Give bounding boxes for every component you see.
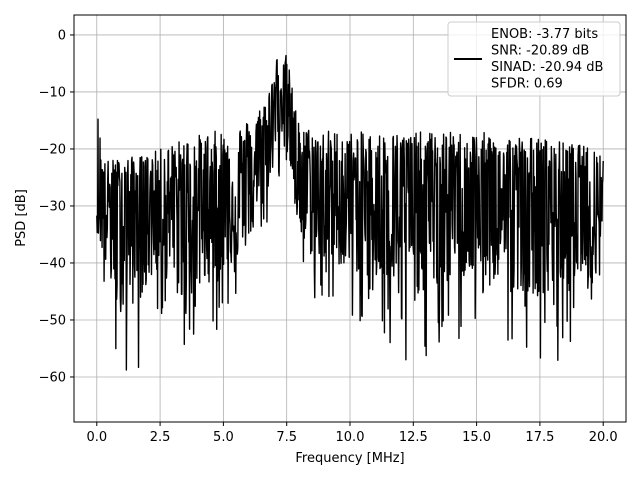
legend-label-line: SFDR: 0.69: [491, 77, 563, 92]
x-tick-label: 20.0: [589, 430, 618, 445]
y-tick-label: 0: [58, 28, 66, 43]
x-tick-label: 12.5: [399, 430, 428, 445]
y-tick-label: −60: [39, 370, 66, 385]
x-axis-label: Frequency [MHz]: [295, 451, 404, 466]
psd-series-line: [96, 54, 604, 371]
legend-label-line: SNR: -20.89 dB: [491, 44, 589, 59]
x-tick-label: 10.0: [336, 430, 365, 445]
legend-label: ENOB: -3.77 bits SNR: -20.89 dB SINAD: -20…: [491, 27, 603, 92]
legend-label-line: ENOB: -3.77 bits: [491, 27, 598, 42]
x-tick-label: 15.0: [462, 430, 491, 445]
x-tick-label: 17.5: [525, 430, 554, 445]
x-tick-label: 0.0: [86, 430, 107, 445]
legend-label-line: SINAD: -20.94 dB: [491, 60, 603, 75]
series-layer: [96, 54, 604, 371]
y-tick-label: −10: [39, 85, 66, 100]
y-axis-label: PSD [dB]: [14, 189, 29, 247]
y-tick-label: −40: [39, 256, 66, 271]
y-tick-label: −30: [39, 199, 66, 214]
y-axis-ticks: 0 −10 −20 −30 −40 −50 −60: [39, 28, 74, 385]
x-tick-label: 7.5: [276, 430, 297, 445]
legend: ENOB: -3.77 bits SNR: -20.89 dB SINAD: -20…: [447, 21, 621, 97]
y-tick-label: −20: [39, 142, 66, 157]
x-tick-label: 2.5: [150, 430, 171, 445]
y-tick-label: −50: [39, 313, 66, 328]
legend-box: [447, 21, 621, 97]
x-axis-ticks: 0.0 2.5 5.0 7.5 10.0 12.5 15.0 17.5 20.0: [86, 422, 618, 445]
x-tick-label: 5.0: [213, 430, 234, 445]
